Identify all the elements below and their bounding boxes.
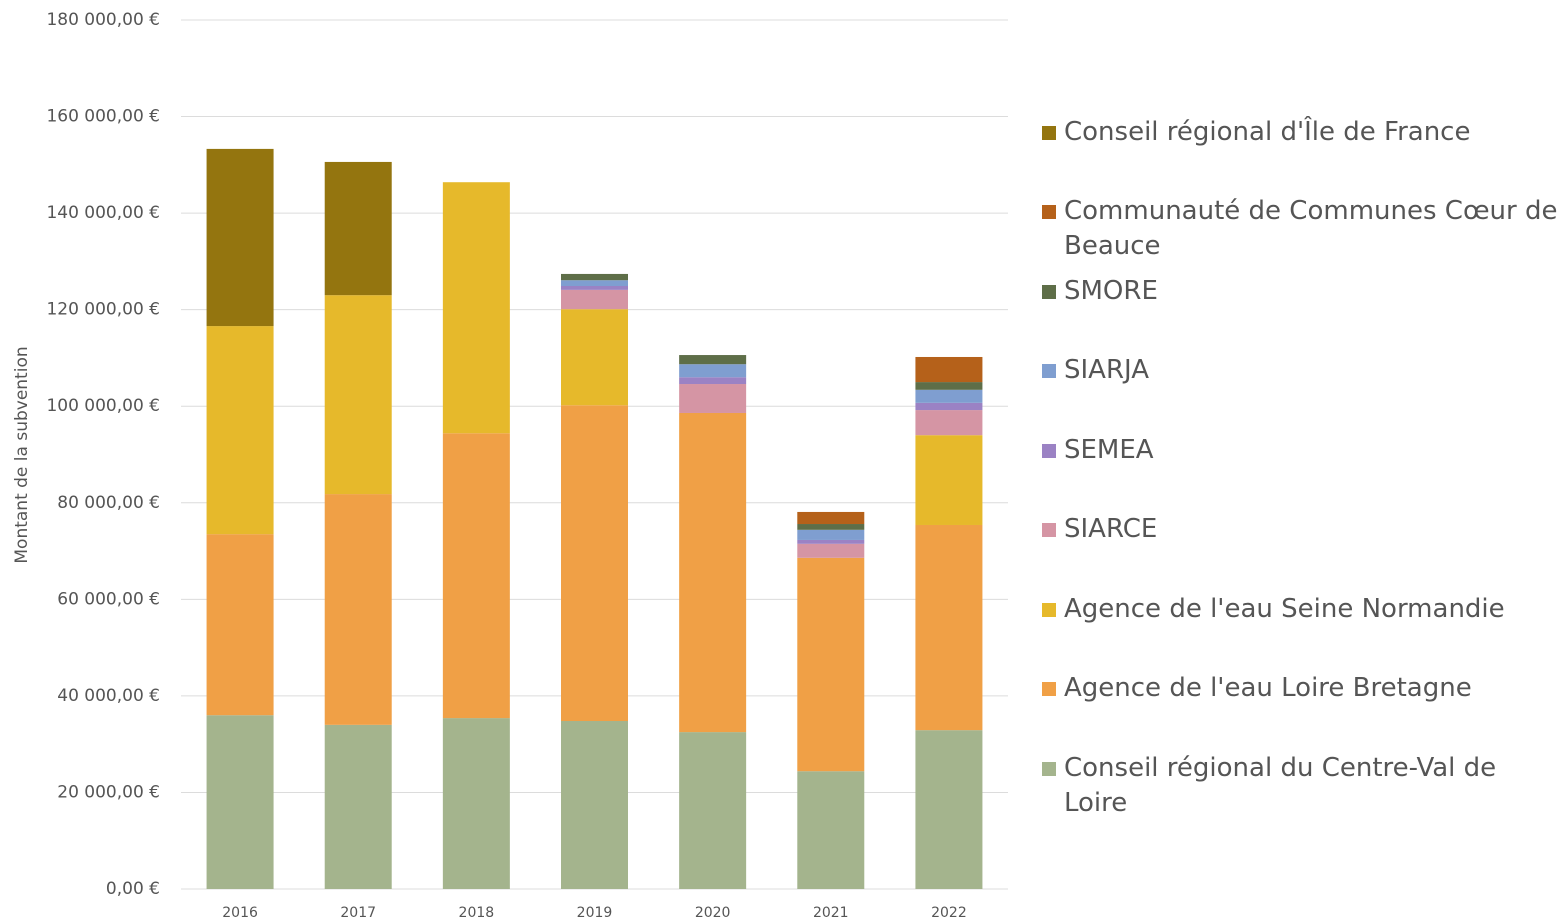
legend-swatch [1042,443,1056,458]
y-tick-label: 40 000,00 € [57,686,160,706]
y-tick-label: 20 000,00 € [57,782,160,802]
legend-label: Agence de l'eau Seine Normandie [1064,593,1505,624]
bar-segment [206,715,274,889]
bar-segment [561,405,628,721]
legend-label: Communauté de Communes Cœur de Beauce [1064,196,1558,261]
bar-segment [442,718,510,889]
legend-label: Conseil régional du Centre-Val de Loire [1064,752,1497,818]
bar-segment [206,534,274,716]
legend-swatch [1042,364,1056,378]
legend-item: SEMEA [1042,433,1562,468]
y-tick-label: 120 000,00 € [46,300,160,320]
bar-segment [915,410,983,436]
x-tick-label: 2018 [459,905,495,921]
bar-segment [797,511,865,525]
bar-segment [679,732,747,889]
bar-segment [679,364,747,378]
bar-segment [679,377,747,385]
bar-segment [797,539,865,544]
bar-segment [797,529,865,540]
legend-swatch [1042,602,1056,617]
bar-segment [915,402,983,411]
bar-segment [797,524,865,530]
bar-segment [561,273,628,281]
bar-segment [797,771,865,889]
bar-segment [561,720,628,889]
bar-segment [324,724,392,889]
legend-label: SEMEA [1064,434,1154,465]
bar-segment [324,161,392,296]
legend-item: SMORE [1042,274,1562,309]
legend-item: SIARCE [1042,512,1562,547]
legend-swatch [1042,523,1056,537]
legend-item: Agence de l'eau Seine Normandie [1042,592,1562,627]
bar-segment [915,389,983,403]
y-tick-label: 60 000,00 € [57,589,160,609]
bar-segment [561,309,628,406]
x-tick-label: 2021 [813,905,849,921]
legend-swatch [1042,125,1056,140]
bar-segment [324,494,392,725]
legend-swatch [1042,284,1056,299]
bar-segment [679,384,747,413]
bar-segment [915,356,983,383]
y-tick-label: 0,00 € [106,879,160,899]
legend-swatch [1042,682,1056,696]
legend-swatch [1042,205,1056,219]
legend-item: SIARJA [1042,353,1562,388]
bar-segment [324,295,392,495]
x-tick-label: 2020 [695,905,731,921]
bar-segment [797,557,865,772]
legend-label: Conseil régional d'Île de France [1064,116,1471,147]
bar-segment [915,730,983,889]
y-tick-label: 100 000,00 € [46,396,160,416]
bar-segment [679,412,747,733]
bar-segment [561,286,628,290]
bar-segment [561,289,628,310]
bar-segment [206,326,274,535]
bar-segment [206,148,274,327]
y-tick-label: 180 000,00 € [46,10,160,30]
legend-item: Conseil régional d'Île de France [1042,115,1562,150]
legend-swatch [1042,761,1056,776]
legend-label: SIARJA [1064,355,1150,385]
bar-segment [442,433,510,719]
x-tick-label: 2022 [931,905,967,921]
legend-item: Conseil régional du Centre-Val de Loire [1042,751,1562,821]
bar-segment [561,280,628,287]
legend-label: SIARCE [1064,514,1158,544]
x-tick-label: 2019 [577,905,613,921]
x-tick-label: 2016 [222,905,258,921]
bar-segment [797,543,865,558]
y-axis-label: Montant de la subvention [12,346,32,563]
y-tick-label: 80 000,00 € [57,493,160,513]
legend-label: SMORE [1064,275,1158,306]
legend-item: Agence de l'eau Loire Bretagne [1042,671,1562,706]
bar-segment [915,435,983,525]
bar-segment [915,524,983,731]
x-tick-label: 2017 [340,905,376,921]
y-tick-label: 160 000,00 € [46,107,160,127]
y-tick-label: 140 000,00 € [46,203,160,223]
bar-segment [915,382,983,390]
legend-label: Agence de l'eau Loire Bretagne [1064,673,1472,703]
legend-item: Communauté de Communes Cœur de Beauce [1042,194,1562,264]
bar-segment [679,355,747,365]
bar-segment [442,182,510,434]
